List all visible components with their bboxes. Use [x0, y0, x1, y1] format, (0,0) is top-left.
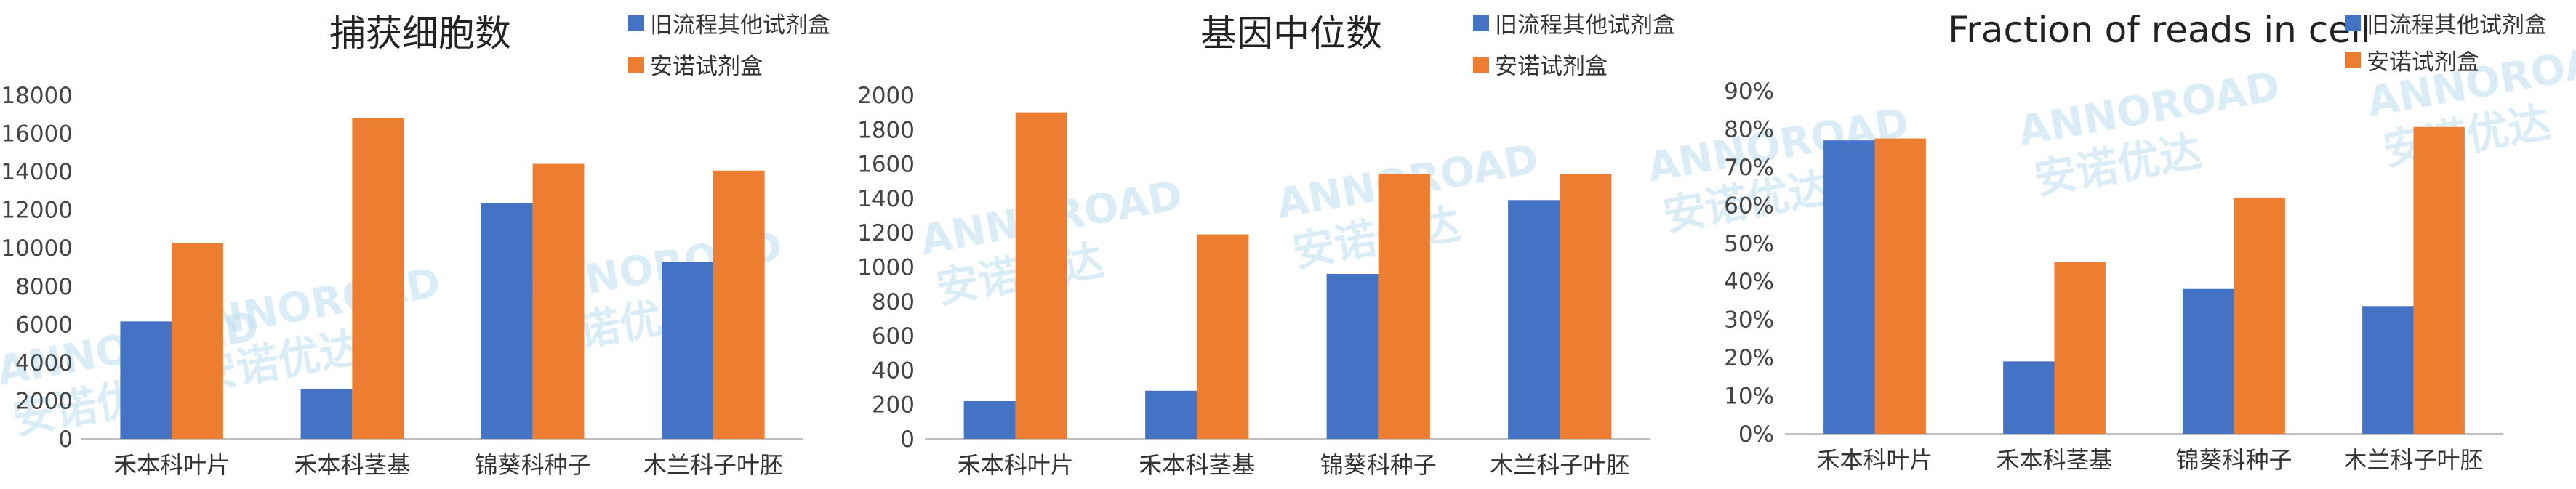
x-category-label: 禾本科叶片 [113, 451, 230, 479]
x-category-label: 禾本科茎基 [1996, 446, 2112, 474]
bar-annoroad-kit [2413, 126, 2465, 435]
y-tick-label: 0 [58, 427, 73, 453]
y-tick-label: 14000 [1, 159, 73, 185]
y-tick-label: 1000 [857, 255, 915, 281]
legend-label-annoroad-kit: 安诺试剂盒 [1495, 54, 1608, 80]
bar-annoroad-kit [1874, 138, 1926, 435]
x-category-label: 禾本科茎基 [1139, 451, 1255, 479]
bar-old-kit [120, 321, 172, 439]
y-tick-label: 10000 [1, 235, 73, 262]
y-tick-label: 1200 [857, 220, 915, 246]
y-tick-label: 20% [1724, 345, 1774, 371]
x-category-label: 锦葵科种子 [475, 451, 591, 479]
plot-area: 0 200 400 600 800 1000 1200 1400 1600 1800 2000 禾本科… [857, 83, 1650, 479]
y-tick-label: 1600 [857, 152, 915, 178]
bar-annoroad-kit [713, 170, 765, 439]
bar-annoroad-kit [2234, 197, 2285, 434]
bar-annoroad-kit [1197, 234, 1249, 439]
legend-swatch-old-kit [1473, 15, 1489, 31]
y-tick-label: 70% [1724, 155, 1774, 181]
legend-swatch-old-kit [2345, 15, 2361, 31]
y-tick-label: 10% [1724, 384, 1774, 410]
bar-annoroad-kit [532, 163, 585, 439]
y-tick-label: 1800 [857, 117, 915, 143]
y-tick-label: 0% [1738, 421, 1774, 448]
legend-label-old-kit: 旧流程其他试剂盒 [1495, 12, 1675, 39]
y-tick-label: 1400 [857, 186, 915, 212]
y-tick-label: 40% [1724, 269, 1774, 295]
bar-old-kit [1145, 390, 1197, 439]
y-tick-label: 2000 [15, 388, 73, 414]
legend-swatch-old-kit [628, 15, 644, 31]
y-tick-label: 400 [872, 357, 915, 384]
y-tick-label: 8000 [15, 274, 73, 300]
bar-annoroad-kit [1015, 112, 1067, 439]
bar-old-kit [300, 389, 353, 439]
legend-swatch-annoroad-kit [2345, 52, 2361, 68]
y-tick-label: 30% [1724, 307, 1774, 334]
y-tick-label: 50% [1724, 231, 1774, 257]
x-category-label: 禾本科叶片 [958, 451, 1074, 479]
legend-swatch-annoroad-kit [1473, 57, 1489, 73]
x-category-label: 木兰科子叶胚 [1490, 451, 1629, 479]
legend-label-old-kit: 旧流程其他试剂盒 [2367, 12, 2547, 39]
bar-old-kit [963, 400, 1016, 439]
chart-title: Fraction of reads in cell [1948, 9, 2371, 51]
legend-label-old-kit: 旧流程其他试剂盒 [650, 12, 830, 39]
bar-old-kit [1823, 140, 1875, 434]
chart-captured-cells: 捕获细胞数 旧流程其他试剂盒 安诺试剂盒 0 2000 4000 6000 8000 10… [1, 12, 830, 479]
bar-annoroad-kit [172, 243, 223, 439]
bar-old-kit [662, 262, 713, 439]
x-category-label: 禾本科茎基 [294, 451, 410, 479]
plot-area: 0% 10% 20% 30% 40% 50% 60% 70% 80% 90% 禾本科叶片 禾本科茎基 锦… [1724, 78, 2503, 474]
bar-annoroad-kit [352, 118, 404, 440]
y-tick-label: 800 [872, 289, 915, 315]
chart-title: 捕获细胞数 [329, 12, 511, 54]
bar-annoroad-kit [1378, 174, 1430, 440]
x-category-label: 锦葵科种子 [2175, 446, 2292, 474]
bar-old-kit [1508, 200, 1560, 439]
x-category-label: 木兰科子叶胚 [643, 451, 783, 479]
chart-title: 基因中位数 [1200, 12, 1382, 54]
bar-old-kit [481, 203, 533, 439]
chart-fraction-reads-in-cell: Fraction of reads in cell 旧流程其他试剂盒 安诺试剂盒… [1724, 9, 2547, 474]
plot-area: 0 2000 4000 6000 8000 10000 12000 14000 16000 180… [1, 83, 803, 479]
bar-old-kit [2183, 288, 2234, 434]
bar-old-kit [2003, 361, 2055, 434]
legend-label-annoroad-kit: 安诺试剂盒 [2367, 49, 2479, 76]
y-tick-label: 6000 [15, 312, 73, 338]
y-tick-label: 18000 [1, 83, 73, 109]
y-tick-label: 600 [872, 323, 915, 349]
y-tick-label: 4000 [15, 350, 73, 376]
y-tick-label: 90% [1724, 78, 1774, 105]
y-tick-label: 200 [872, 392, 915, 419]
y-tick-label: 2000 [857, 83, 915, 109]
y-tick-label: 16000 [1, 121, 73, 147]
x-category-label: 禾本科叶片 [1816, 446, 1933, 474]
y-tick-label: 60% [1724, 193, 1774, 219]
y-tick-label: 12000 [1, 198, 73, 224]
x-category-label: 木兰科子叶胚 [2343, 446, 2483, 474]
bar-old-kit [1326, 273, 1379, 439]
bar-annoroad-kit [2054, 262, 2106, 434]
chart-median-genes: 基因中位数 旧流程其他试剂盒 安诺试剂盒 0 200 400 600 800 1000 12… [857, 12, 1675, 479]
y-tick-label: 80% [1724, 116, 1774, 142]
y-tick-label: 0 [900, 427, 915, 453]
bar-old-kit [2362, 306, 2414, 434]
legend-swatch-annoroad-kit [628, 57, 644, 73]
legend-label-annoroad-kit: 安诺试剂盒 [650, 54, 763, 80]
x-category-label: 锦葵科种子 [1320, 451, 1437, 479]
bar-annoroad-kit [1560, 174, 1612, 440]
